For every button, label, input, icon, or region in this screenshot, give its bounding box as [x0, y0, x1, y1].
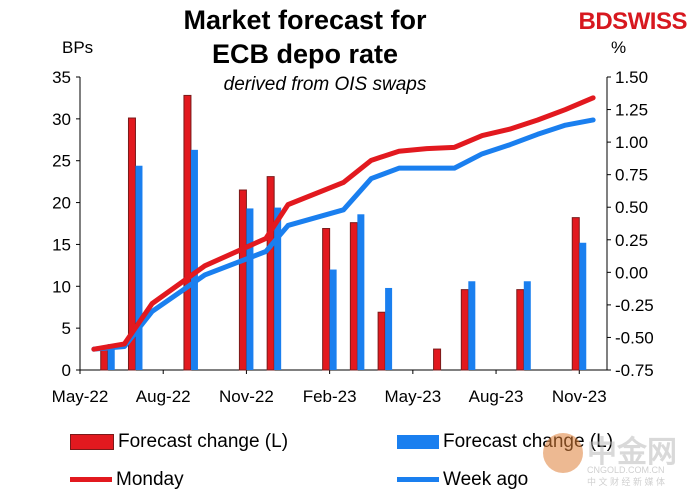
bar-forecast-change-blue: [246, 208, 254, 370]
x-tick-label: May-23: [384, 387, 441, 406]
line-monday: [91, 95, 596, 352]
x-tick-label: Nov-22: [219, 387, 274, 406]
right-tick-label: 0.75: [615, 166, 648, 185]
watermark-tagline: 中 文 财 经 新 媒 体: [587, 477, 666, 487]
chart-title-line-2: ECB depo rate: [211, 39, 399, 69]
x-tick-label: Aug-23: [469, 387, 524, 406]
watermark-logo-icon: [543, 433, 583, 473]
bar-forecast-change-red: [433, 348, 442, 371]
bar-forecast-change-red: [460, 289, 469, 371]
bdswiss-logo: BDSWISS: [578, 8, 687, 35]
legend-swatch-red-bar: [70, 433, 114, 450]
legend-swatch-blue-line: [397, 477, 439, 483]
bar-forecast-change-red: [571, 217, 580, 371]
right-tick-label: 0.25: [615, 231, 648, 250]
right-tick-label: 1.50: [615, 68, 648, 87]
x-tick-label: Feb-23: [303, 387, 357, 406]
left-tick-label: 15: [52, 235, 71, 254]
legend-label: Monday: [116, 469, 184, 490]
bar-forecast-change-red: [100, 348, 109, 371]
right-tick-label: 1.25: [615, 101, 648, 120]
bar-forecast-change-red: [183, 94, 192, 371]
bar-forecast-change-blue: [107, 344, 115, 370]
left-tick-label: 20: [52, 194, 71, 213]
legend-label: Week ago: [443, 469, 529, 490]
x-tick-label: Aug-22: [136, 387, 191, 406]
bar-forecast-change-red: [349, 222, 358, 371]
bar-forecast-change-blue: [579, 242, 587, 370]
watermark-main-text: 中金网: [587, 436, 677, 469]
watermark: 中金网 CNGOLD.COM.CN 中 文 财 经 新 媒 体: [543, 423, 693, 487]
bar-forecast-change-red: [238, 189, 247, 371]
bar-forecast-change-red: [322, 228, 331, 371]
right-tick-label: 1.00: [615, 133, 648, 152]
right-tick-label: -0.75: [615, 361, 654, 380]
chart-subtitle: derived from OIS swaps: [223, 74, 427, 95]
left-tick-label: 30: [52, 110, 71, 129]
left-tick-label: 0: [62, 361, 71, 380]
bar-forecast-change-blue: [523, 281, 531, 370]
left-tick-label: 10: [52, 277, 71, 296]
bar-forecast-change-blue: [135, 165, 143, 370]
bar-forecast-change-blue: [357, 214, 365, 370]
bar-forecast-change-blue: [274, 207, 282, 370]
chart-title-line-1: Market forecast for: [183, 5, 427, 35]
bar-forecast-change-red: [516, 289, 525, 371]
right-tick-label: -0.50: [615, 328, 654, 347]
bar-forecast-change-blue: [385, 287, 393, 370]
bar-forecast-change-red: [266, 176, 275, 371]
left-axis-unit: BPs: [62, 38, 94, 57]
x-tick-label: May-22: [52, 387, 109, 406]
legend-item-forecast-change-red: Forecast change (L): [70, 431, 288, 453]
bar-forecast-change-red: [377, 311, 386, 371]
left-tick-label: 5: [62, 319, 71, 338]
legend-swatch-blue-bar: [397, 434, 439, 449]
bar-forecast-change-blue: [329, 269, 337, 370]
legend-swatch-red-line: [70, 477, 112, 483]
x-tick-label: Nov-23: [552, 387, 607, 406]
right-tick-label: 0.50: [615, 198, 648, 217]
bar-forecast-change-blue: [190, 149, 198, 370]
line-week-ago: [91, 117, 596, 352]
left-tick-label: 25: [52, 152, 71, 171]
right-tick-label: 0.00: [615, 263, 648, 282]
legend-item-monday: Monday: [70, 469, 184, 491]
right-tick-label: -0.25: [615, 296, 654, 315]
bar-forecast-change-blue: [468, 281, 476, 370]
left-tick-label: 35: [52, 68, 71, 87]
watermark-domain: CNGOLD.COM.CN: [587, 465, 665, 475]
right-axis-unit: %: [611, 38, 627, 57]
legend-label: Forecast change (L): [118, 431, 289, 452]
legend-item-week-ago: Week ago: [397, 469, 528, 491]
